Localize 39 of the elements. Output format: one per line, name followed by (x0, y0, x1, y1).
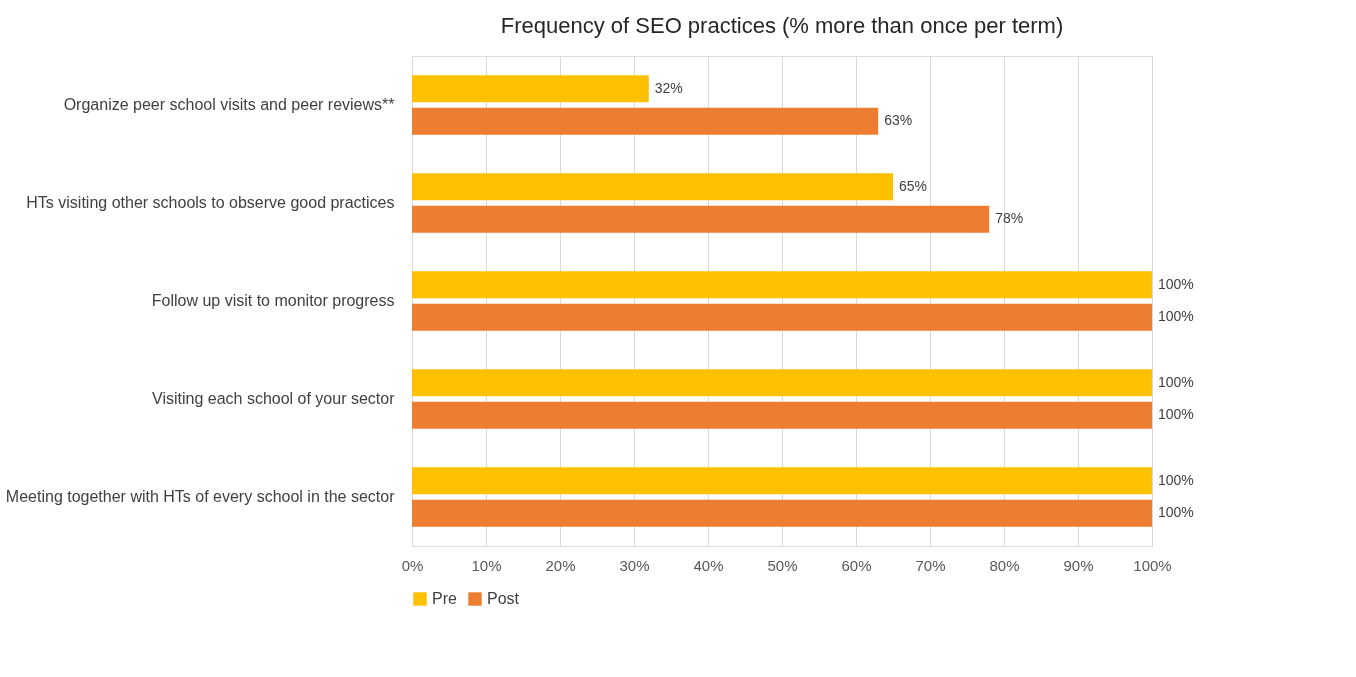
x-tick-label: 90% (1063, 556, 1094, 574)
y-tick-label: Meeting together with HTs of every school in the sector (5, 488, 396, 505)
data-label: 32% (654, 79, 683, 96)
y-tick-label: Organize peer school visits and peer reviews** (63, 96, 395, 113)
x-tick-label: 30% (619, 556, 650, 574)
bar (412, 499, 1152, 527)
bar (412, 173, 893, 201)
data-label: 78% (995, 210, 1024, 227)
x-tick-label: 0% (401, 556, 424, 574)
data-label: 100% (1158, 308, 1194, 325)
x-tick-label: 20% (545, 556, 576, 574)
y-tick-label: Visiting each school of your sector (152, 390, 396, 407)
x-tick-label: 100% (1133, 556, 1172, 574)
x-tick-label: 70% (915, 556, 946, 574)
data-label: 100% (1158, 471, 1194, 488)
bar (412, 107, 879, 135)
y-tick-label: Follow up visit to monitor progress (151, 292, 395, 309)
data-label: 65% (899, 177, 928, 194)
bar (412, 205, 990, 233)
bar (412, 303, 1152, 331)
data-label: 100% (1158, 406, 1194, 423)
x-tick-label: 80% (989, 556, 1020, 574)
data-label: 100% (1158, 275, 1194, 292)
bar (412, 401, 1152, 429)
data-label: 63% (884, 112, 913, 129)
bar (412, 467, 1152, 495)
bar (412, 271, 1152, 299)
x-tick-label: 40% (693, 556, 724, 574)
bar (412, 75, 649, 103)
legend-label: Pre (432, 590, 457, 607)
legend-label: Post (487, 590, 520, 607)
bar (412, 369, 1152, 397)
x-tick-label: 60% (841, 556, 872, 574)
x-tick-label: 50% (767, 556, 798, 574)
chart-title: Frequency of SEO practices (% more than once per term) (500, 13, 1064, 38)
y-tick-label: HTs visiting other schools to observe good practices (26, 194, 395, 211)
x-tick-label: 10% (471, 556, 502, 574)
data-label: 100% (1158, 504, 1194, 521)
data-label: 100% (1158, 373, 1194, 390)
